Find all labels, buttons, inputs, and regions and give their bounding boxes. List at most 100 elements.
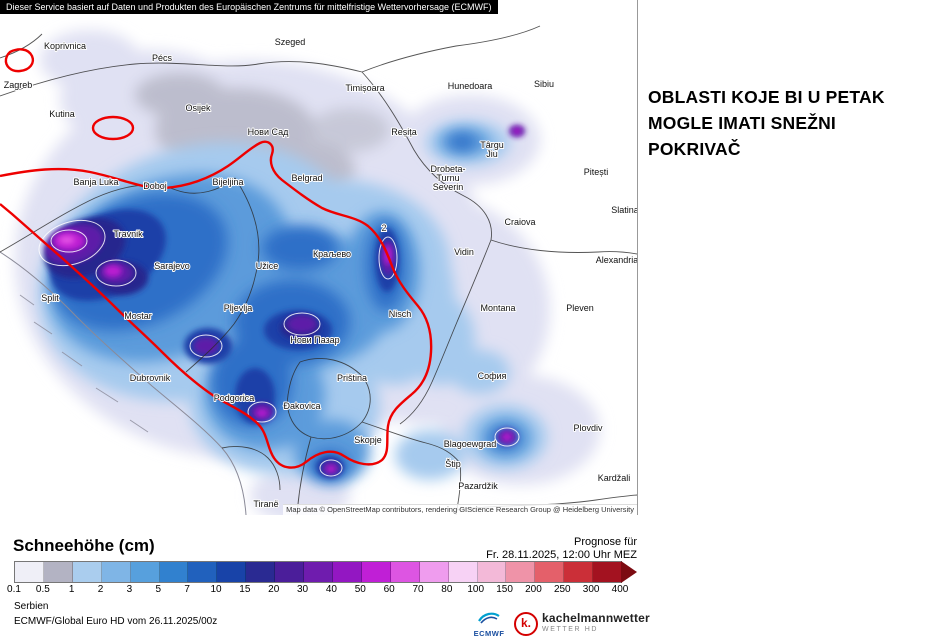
legend-arrow [621,561,637,583]
legend-color-segment [159,562,189,582]
legend-tick-label: 100 [467,584,485,595]
legend-color-segment [217,562,247,582]
city-label: Doboj [143,181,167,191]
city-label: Târgu Jiu [480,140,504,159]
city-label: Hunedoara [448,81,493,91]
annotation-text: OBLASTI KOJE BI U PETAK MOGLE IMATI SNEŽ… [648,84,928,162]
legend-color-segment [246,562,276,582]
legend-color-segment [275,562,305,582]
city-label: София [478,371,507,381]
legend-ticks: 0.1 0.5 1 2 3 5 7 10 15 20 30 40 50 60 70 80 100 150 200 25… [7,584,628,597]
legend-color-segment [72,562,102,582]
city-label: Нови Сад [248,127,289,137]
legend-color-segment [506,562,536,582]
legend-bar [14,561,622,583]
snow-brightcore-layer [59,236,75,244]
city-label: Sibiu [534,79,554,89]
city-label: Краљево [313,249,351,259]
model-run-label: ECMWF/Global Euro HD vom 26.11.2025/00z [14,616,218,627]
city-label: Pécs [152,53,173,63]
legend-tick-label: 70 [412,584,424,595]
legend-tick-label: 250 [553,584,571,595]
legend-color-segment [101,562,131,582]
legend-color-segment [15,562,44,582]
legend-tick-label: 30 [297,584,309,595]
ecmwf-logo-label: ECMWF [473,629,505,638]
legend-color-segment [43,562,73,582]
forecast-datetime: Fr. 28.11.2025, 12:00 Uhr MEZ [486,549,637,561]
annotation-line-1: OBLASTI KOJE BI U PETAK [648,87,885,107]
legend-tick-label: 0.1 [7,584,21,595]
city-label: Timișoara [345,83,384,93]
city-label: Blagoewgrad [444,439,497,449]
city-label: Osijek [185,103,211,113]
city-label: Banja Luka [73,177,118,187]
legend-tick-label: 40 [325,584,337,595]
legend-tick-label: 80 [441,584,453,595]
city-label: Mostar [124,311,152,321]
legend-tick-label: 2 [97,584,104,595]
city-label: Drobeta-Turnu Severin [430,164,465,192]
brand-name: kachelmannwetter [542,611,650,625]
city-label: Pleven [566,303,594,313]
city-label: Đakovica [283,401,320,411]
legend-color-segment [535,562,565,582]
city-label: Нови Пазар [290,335,339,345]
city-label: Štip [445,459,461,469]
contour-rings [38,219,520,477]
city-label: Slatina [611,205,637,215]
city-layer: Zagreb Koprivnica Kutina Pécs Szeged Osijek Ti… [3,36,637,510]
city-label: Split [41,293,59,303]
city-label: Zagreb [4,80,33,90]
legend-color-segment [304,562,333,582]
kachelmann-k-icon: k. [514,612,538,636]
city-label: Sarajevo [154,261,190,271]
map-attribution: Map data © OpenStreetMap contributors, r… [283,504,637,515]
map-panel: 2 Zagreb Koprivnica Kutina Pécs Szeged Osijek… [0,0,638,515]
brand-subtitle: WETTER HD [542,626,599,633]
city-label: Alexandria [596,255,637,265]
legend-color-segment [361,562,391,582]
city-label: Dubrovnik [130,373,171,383]
city-label: Plovdiv [573,423,603,433]
legend-color-segment [564,562,594,582]
legend-color-segment [593,562,622,582]
legend-color-segment [130,562,160,582]
legend-title: Schneehöhe (cm) [13,536,155,555]
country-borders [0,25,637,515]
city-label: Pljevlja [224,303,253,313]
city-label: Belgrad [291,173,322,183]
forecast-label: Prognose für [574,536,637,548]
city-label: Koprivnica [44,41,86,51]
legend-tick-label: 300 [582,584,600,595]
city-label: Užice [256,261,279,271]
city-label: Craiova [504,217,535,227]
city-label: Pazardžik [458,481,498,491]
city-label: Nisch [389,309,412,319]
city-label: Podgorica [214,393,255,403]
ecmwf-logo-icon [478,612,500,624]
city-label: Montana [480,303,515,313]
legend-tick-label: 200 [525,584,542,595]
city-label: Pitești [584,167,609,177]
legend-tick-label: 400 [611,584,629,595]
forecast-block: Prognose für Fr. 28.11.2025, 12:00 Uhr M… [486,536,637,562]
coastline [0,251,247,515]
city-label: Reșița [391,127,417,137]
brand-block: kachelmannwetter WETTER HD [542,611,650,633]
legend-color-segment [477,562,507,582]
legend-tick-label: 3 [126,584,133,595]
snow-depth-map: 2 Zagreb Koprivnica Kutina Pécs Szeged Osijek… [0,25,637,515]
legend-color-segment [332,562,362,582]
city-label: Skopje [354,435,382,445]
legend-tick-label: 20 [268,584,280,595]
service-note-bar: Dieser Service basiert auf Daten und Pro… [0,0,498,14]
city-label: Tiranë [253,499,278,509]
legend-color-segment [419,562,449,582]
city-label: Priština [337,373,367,383]
city-label: Kardžali [598,473,631,483]
annotation-line-3: POKRIVAČ [648,139,741,159]
legend-tick-label: 50 [354,584,366,595]
city-label: Kutina [49,109,75,119]
